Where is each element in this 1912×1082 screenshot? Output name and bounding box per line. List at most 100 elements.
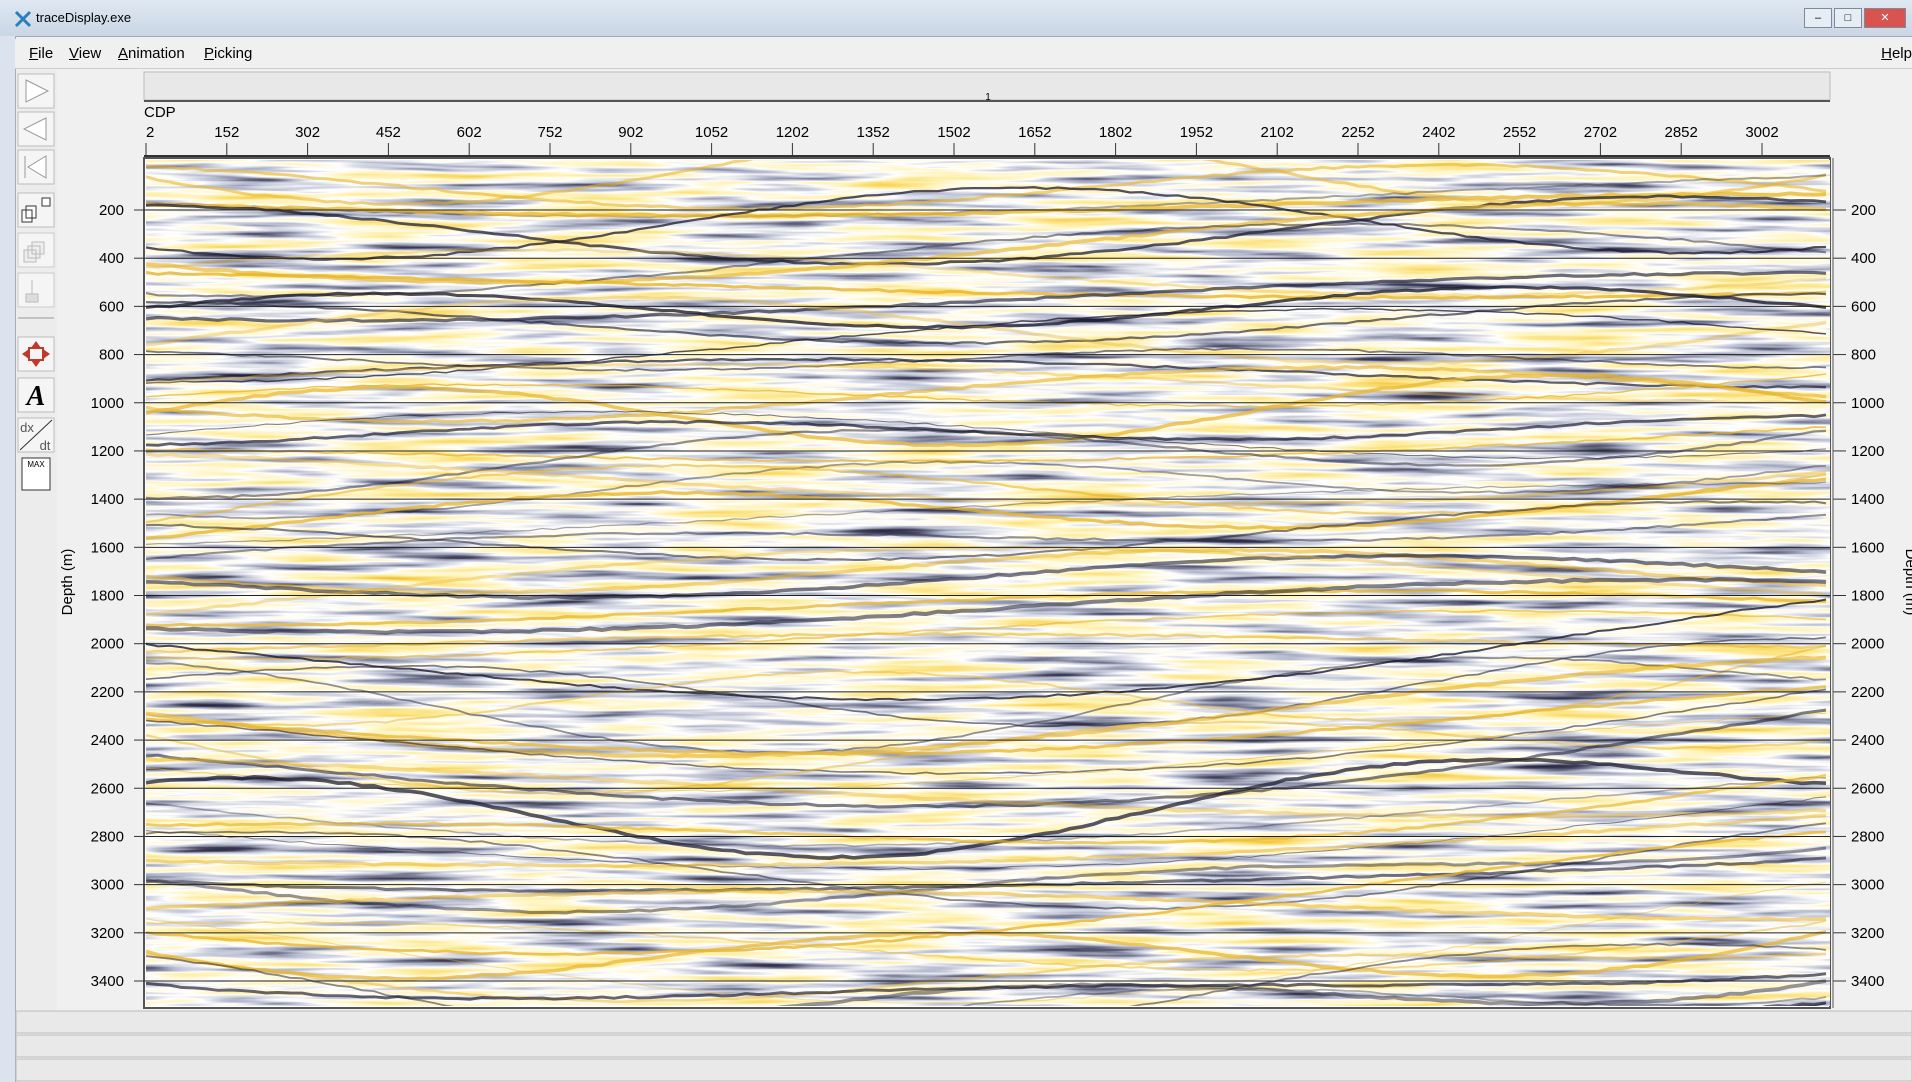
- x-tick-label: 302: [295, 124, 320, 141]
- reflector: [146, 944, 1826, 1043]
- y-tick-label-right: 1200: [1851, 443, 1884, 460]
- reflector: [146, 364, 1826, 403]
- maximize-button[interactable]: □: [1834, 8, 1862, 28]
- y-tick-label: 200: [99, 202, 124, 219]
- reflector: [146, 293, 1826, 344]
- y-tick-label: 1200: [91, 443, 124, 460]
- app-icon: [14, 10, 32, 28]
- reflector: [146, 858, 1826, 891]
- x-tick-label: 3002: [1745, 124, 1778, 141]
- reflector: [146, 482, 1826, 544]
- window-buttons: – □ ✕: [1804, 8, 1906, 28]
- reflector: [146, 658, 1826, 757]
- x-tick-label: 152: [214, 124, 239, 141]
- reflector: [146, 196, 1826, 264]
- reflector: [146, 921, 1826, 971]
- y-tick-label-right: 200: [1851, 202, 1876, 219]
- reflector: [146, 775, 1826, 843]
- menu-item[interactable]: Picking: [204, 45, 252, 62]
- reflector: [146, 932, 1826, 979]
- reflector: [146, 710, 1826, 807]
- reflector: [146, 1003, 1826, 1072]
- reflector: [146, 832, 1826, 955]
- x-tick-label: 1952: [1180, 124, 1213, 141]
- reflector: [146, 137, 1826, 205]
- y-tick-label-right: 2000: [1851, 636, 1884, 653]
- x-axis-label: CDP: [144, 104, 176, 121]
- reflector: [146, 988, 1826, 1054]
- reflector: [146, 411, 1826, 459]
- reflector: [146, 777, 1826, 846]
- y-tick-label: 2200: [91, 684, 124, 701]
- reflector: [146, 187, 1826, 260]
- y-tick-label: 2600: [91, 780, 124, 797]
- x-tick-label: 602: [457, 124, 482, 141]
- reflector: [146, 287, 1826, 328]
- help-menu[interactable]: Help: [1881, 45, 1912, 62]
- reflector: [146, 579, 1826, 633]
- reflector: [146, 590, 1826, 626]
- x-tick-label: 2852: [1665, 124, 1698, 141]
- top-panel: [57, 70, 1912, 158]
- reflector: [146, 461, 1826, 518]
- derivative-bottom: dt: [40, 438, 51, 453]
- y-tick-label-right: 600: [1851, 298, 1876, 315]
- main-view: A dx dt MAX 1 CDP 2152302452602752902105…: [0, 0, 1912, 1082]
- reflector: [146, 646, 1826, 726]
- menu-item[interactable]: Animation: [118, 45, 185, 62]
- x-tick-label: 1802: [1099, 124, 1132, 141]
- reflector: [146, 610, 1826, 659]
- reflector: [146, 713, 1826, 791]
- y-tick-label: 1400: [91, 491, 124, 508]
- menu-item[interactable]: View: [69, 45, 101, 62]
- y-tick-label-right: 400: [1851, 250, 1876, 267]
- reflector: [146, 816, 1826, 867]
- x-tick-label: 902: [618, 124, 643, 141]
- reflector: [146, 633, 1826, 652]
- y-tick-label-right: 1000: [1851, 395, 1884, 412]
- y-tick-label: 2000: [91, 636, 124, 653]
- scroll-strip: [144, 72, 1830, 100]
- y-axis-label: Depth (m): [59, 549, 76, 616]
- app-window: traceDisplay.exe – □ ✕ File View Animati…: [0, 0, 1912, 1082]
- reflector: [146, 308, 1826, 383]
- status-bar: [16, 1011, 1912, 1033]
- y-tick-label-right: 3000: [1851, 877, 1884, 894]
- reflector: [146, 657, 1826, 752]
- menu-item[interactable]: File: [29, 45, 53, 62]
- reflector: [146, 375, 1826, 446]
- y-tick-label-right: 2600: [1851, 780, 1884, 797]
- reflector: [146, 358, 1826, 387]
- reflector: [146, 549, 1826, 593]
- plot-frame: [144, 158, 1830, 1008]
- x-tick-label: 452: [376, 124, 401, 141]
- y-tick-label: 1000: [91, 395, 124, 412]
- x-tick-label: 1652: [1018, 124, 1051, 141]
- reflector: [146, 637, 1826, 726]
- reflector: [146, 891, 1826, 921]
- y-tick-label: 600: [99, 298, 124, 315]
- x-tick-label: 2: [146, 124, 154, 141]
- reflector: [146, 555, 1826, 598]
- toolbar-buttons: A dx dt MAX: [18, 74, 54, 490]
- reflector: [146, 515, 1826, 559]
- y-tick-label-right: 2200: [1851, 684, 1884, 701]
- y-tick-label-right: 800: [1851, 347, 1876, 364]
- x-tick-label: 2552: [1503, 124, 1536, 141]
- derivative-top: dx: [20, 420, 34, 435]
- reflector: [146, 954, 1826, 1002]
- y-tick-label: 2400: [91, 732, 124, 749]
- y-axis-label-right: Depth (m): [1902, 549, 1912, 616]
- reflector: [146, 193, 1826, 216]
- y-tick-label: 400: [99, 250, 124, 267]
- y-tick-label-right: 2800: [1851, 828, 1884, 845]
- reflector: [146, 882, 1826, 1003]
- y-tick-label: 1800: [91, 588, 124, 605]
- minimize-button[interactable]: –: [1804, 8, 1832, 28]
- reflector: [146, 823, 1826, 909]
- x-tick-label: 2402: [1422, 124, 1455, 141]
- close-button[interactable]: ✕: [1864, 8, 1906, 28]
- reflector: [146, 479, 1826, 538]
- reflectors: [146, 137, 1826, 1079]
